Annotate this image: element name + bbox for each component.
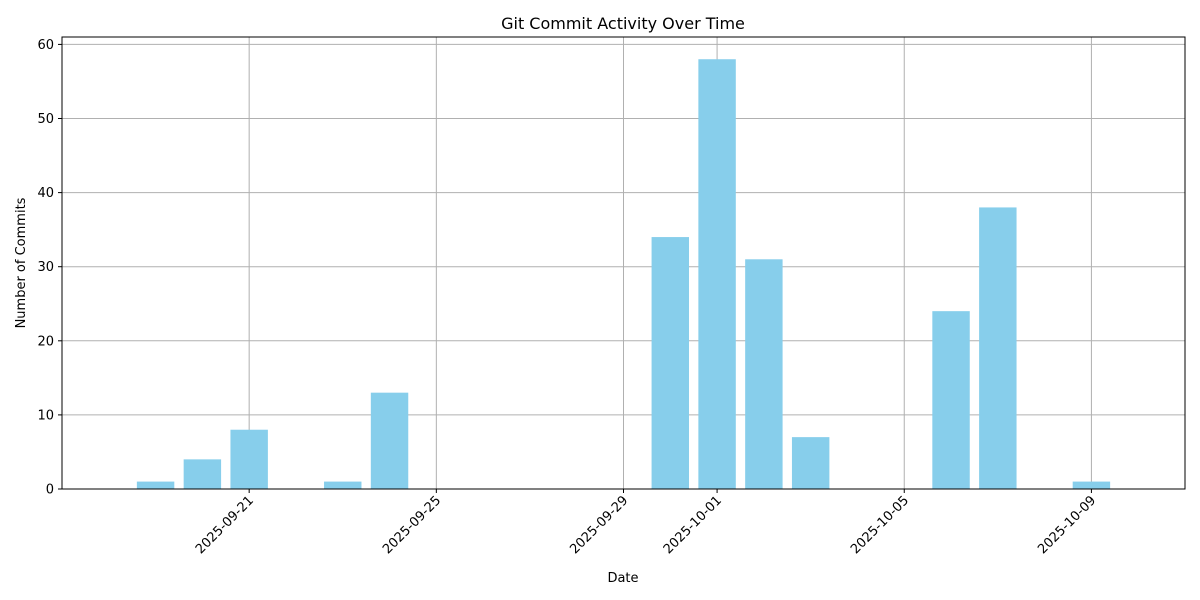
x-tick-label: 2025-09-21 — [193, 493, 257, 557]
bar — [1072, 481, 1111, 489]
y-tick-label: 10 — [37, 408, 54, 423]
bar — [324, 481, 362, 489]
x-tick-label: 2025-10-05 — [848, 493, 912, 557]
x-tick-label: 2025-09-29 — [567, 493, 631, 557]
bar — [791, 437, 830, 489]
y-tick-label: 30 — [37, 260, 54, 275]
x-tick-label: 2025-10-01 — [661, 493, 725, 557]
y-tick-label: 60 — [37, 38, 54, 53]
y-tick-label: 20 — [37, 334, 54, 349]
y-axis-label: Number of Commits — [14, 197, 29, 328]
x-axis-ticks: 2025-09-21 2025-09-25 2025-09-29 2025-10-01… — [193, 489, 1099, 557]
bar — [745, 259, 783, 489]
bar — [370, 392, 409, 489]
y-tick-label: 40 — [37, 186, 54, 201]
y-tick-label: 50 — [37, 112, 54, 127]
x-tick-label: 2025-10-09 — [1035, 493, 1099, 557]
bars — [136, 59, 1111, 490]
chart-title: Git Commit Activity Over Time — [501, 14, 745, 33]
bar — [230, 429, 268, 489]
bar — [698, 59, 736, 490]
bar — [651, 237, 690, 489]
bar — [932, 311, 970, 489]
x-tick-label: 2025-09-25 — [380, 493, 444, 557]
x-axis-label: Date — [607, 571, 638, 586]
bar — [136, 481, 175, 489]
y-tick-label: 0 — [46, 483, 54, 498]
bar — [183, 459, 222, 489]
y-axis-ticks: 0 10 20 30 40 50 60 — [37, 38, 62, 498]
bar — [979, 207, 1017, 490]
